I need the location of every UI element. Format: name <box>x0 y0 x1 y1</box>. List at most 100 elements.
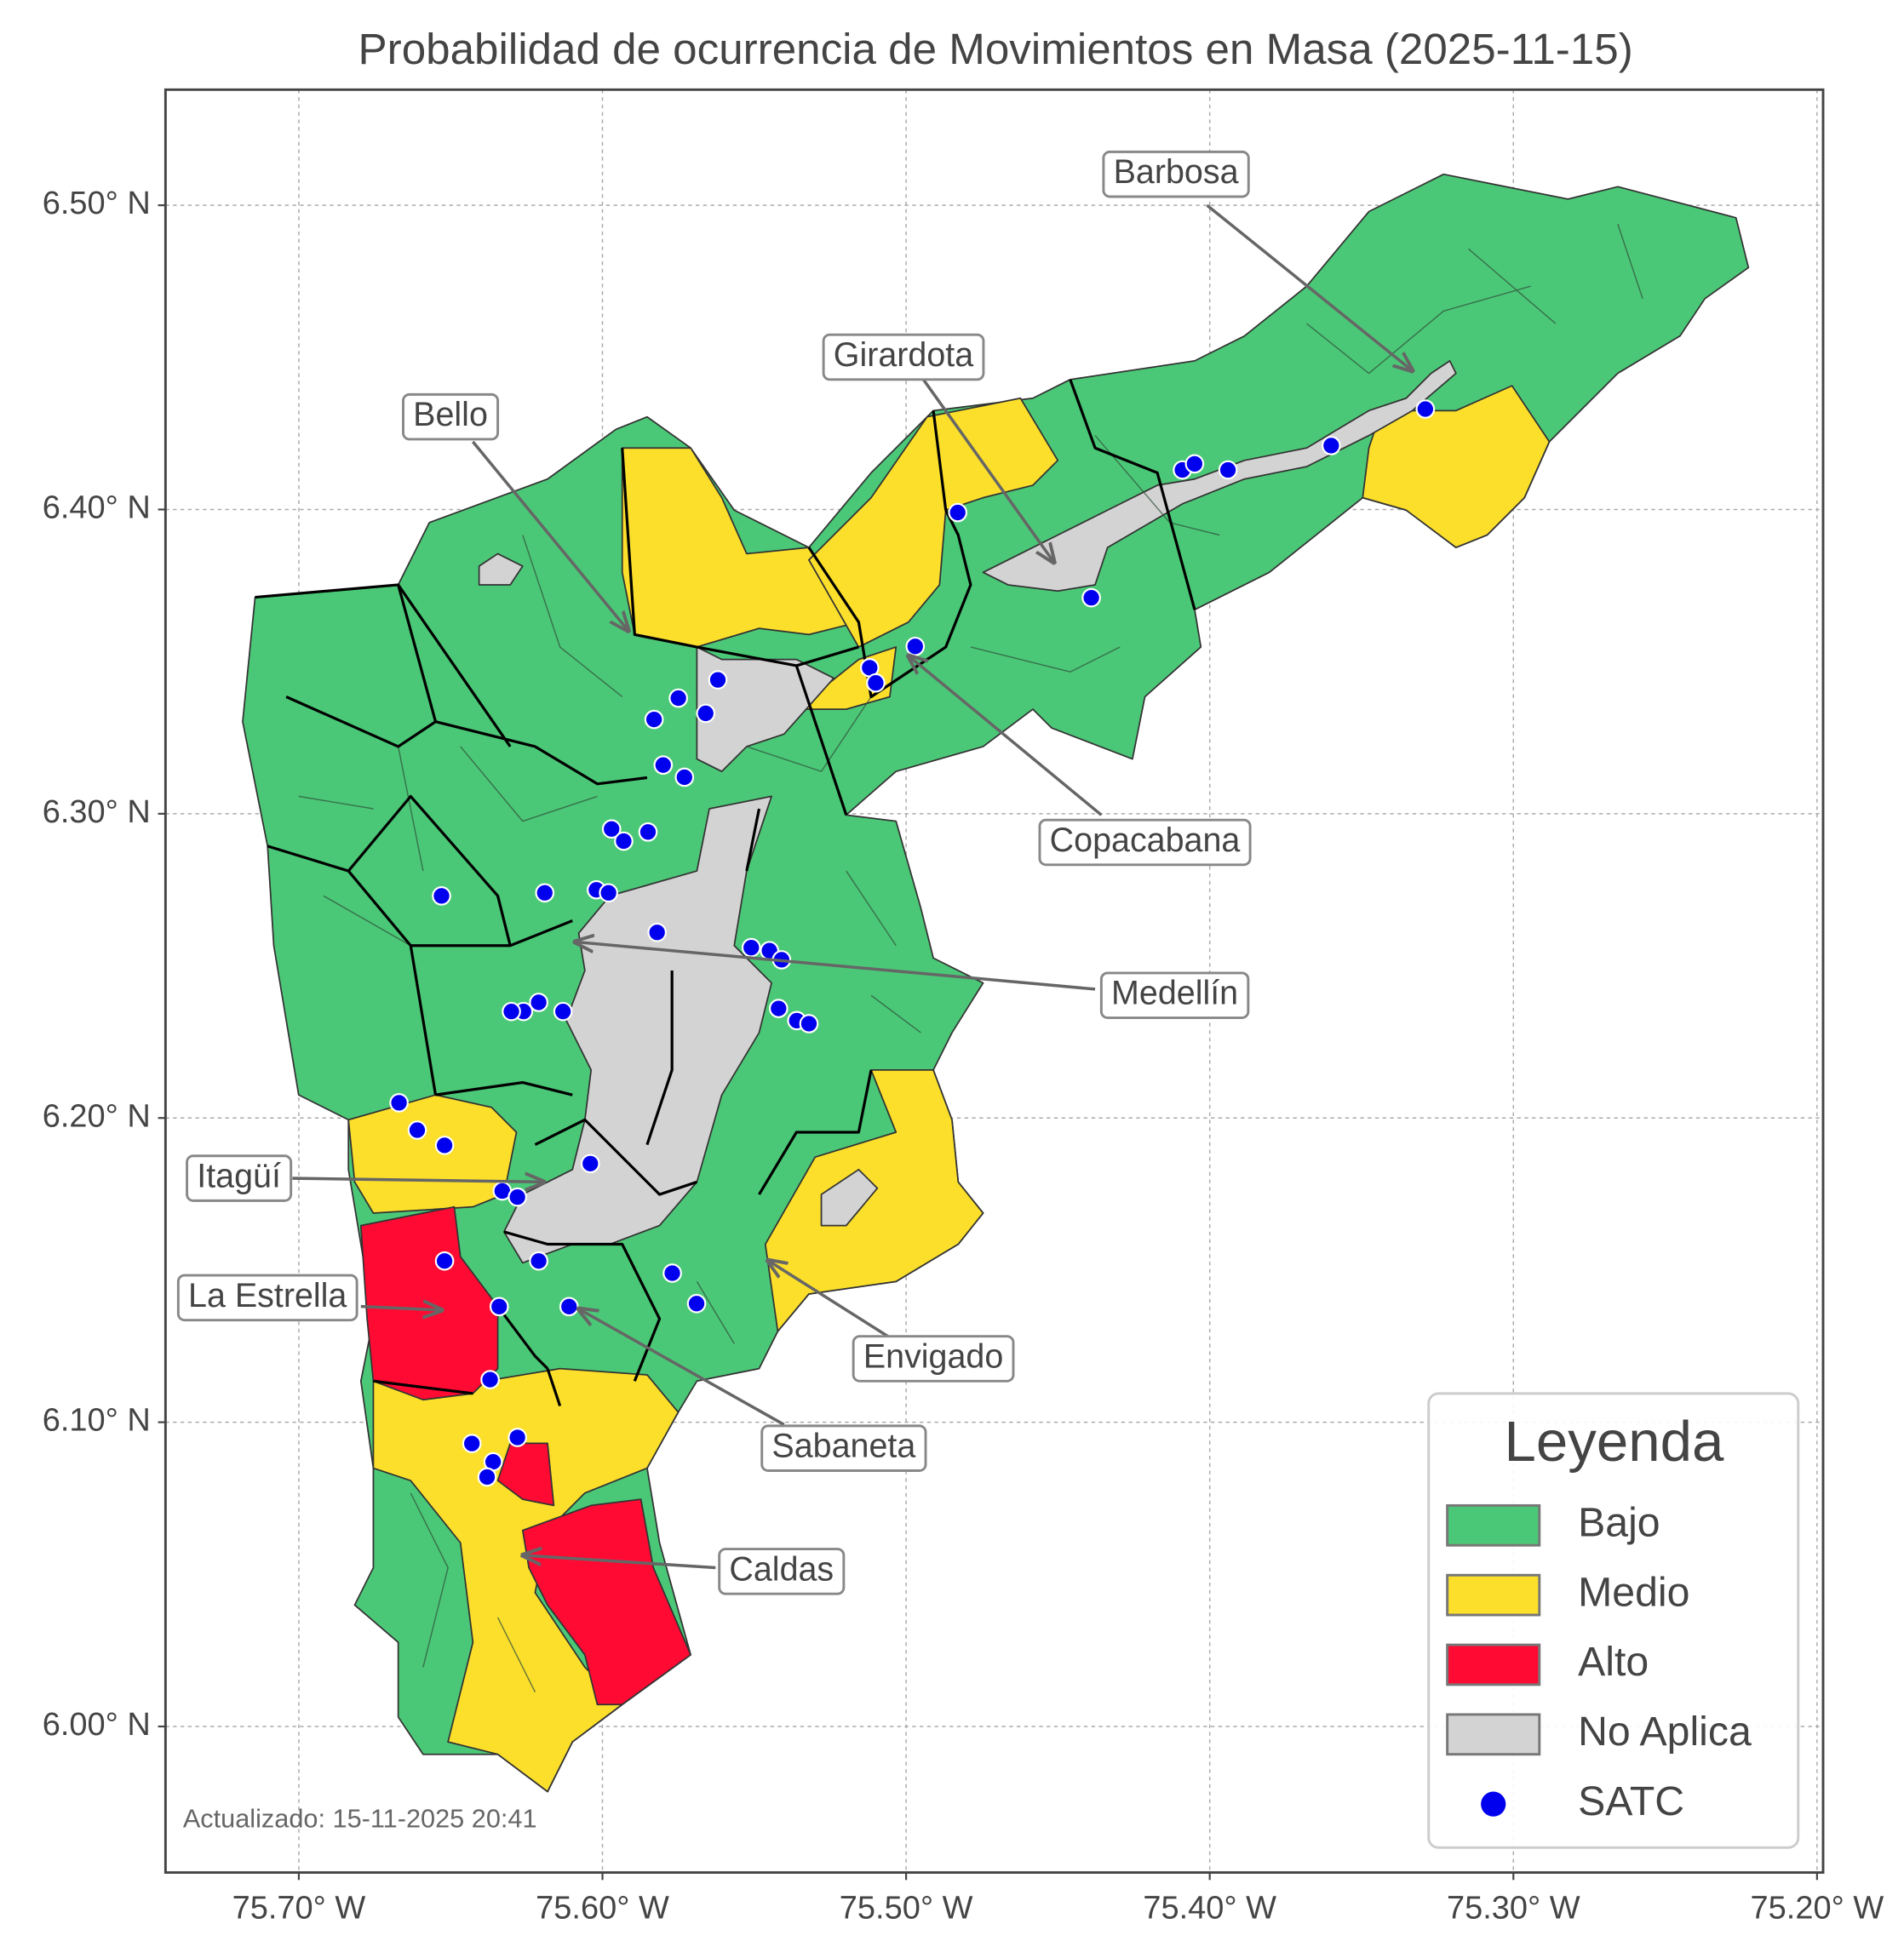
x-tick-label: 75.70° W <box>232 1890 366 1926</box>
place-label-arrow <box>575 942 1096 991</box>
satc-point <box>1184 454 1205 474</box>
satc-point <box>668 688 688 708</box>
x-tick-label: 75.50° W <box>840 1890 973 1926</box>
satc-point <box>529 1251 548 1271</box>
place-label-arrow <box>360 1307 442 1310</box>
place-label-arrow <box>292 1178 543 1182</box>
place-label: Envigado <box>768 1261 1015 1383</box>
satc-point <box>553 1001 573 1022</box>
satc-point <box>1415 399 1436 419</box>
x-tick-label: 75.60° W <box>536 1890 669 1926</box>
place-label-arrow <box>471 440 628 631</box>
place-label-text: Caldas <box>729 1550 834 1588</box>
footnote: Actualizado: 15-11-2025 20:41 <box>183 1803 537 1833</box>
satc-point <box>502 1001 521 1022</box>
place-label-box <box>186 1154 293 1202</box>
legend-marker <box>1481 1791 1506 1817</box>
x-tick-label: 75.20° W <box>1751 1890 1884 1926</box>
legend-label: Alto <box>1578 1639 1649 1685</box>
satc-point <box>948 502 968 523</box>
place-label: Sabaneta <box>579 1309 927 1472</box>
place-label-text: Girardota <box>834 336 973 374</box>
place-label-box <box>852 1335 1015 1383</box>
y-tick-label: 6.10° N <box>43 1403 151 1439</box>
place-label-box <box>822 333 985 381</box>
place-label-box <box>402 392 500 441</box>
satc-point <box>462 1434 482 1453</box>
satc-point <box>644 709 664 730</box>
y-tick-label: 6.50° N <box>43 186 151 221</box>
place-label-box <box>176 1274 358 1322</box>
region-medio <box>808 397 1059 648</box>
place-label-box <box>1038 818 1252 867</box>
place-label: Bello <box>402 392 628 631</box>
place-label-arrow <box>523 1555 716 1570</box>
satc-point <box>580 1154 600 1174</box>
satc-point <box>686 1293 707 1314</box>
legend-label: Medio <box>1578 1569 1689 1615</box>
place-label-arrow <box>1206 203 1413 370</box>
legend-label: No Aplica <box>1578 1709 1752 1755</box>
satc-point <box>638 822 658 842</box>
regions <box>242 173 1750 1793</box>
place-label: Girardota <box>822 333 1054 563</box>
place-label-arrow <box>921 378 1053 563</box>
satc-points <box>389 399 1436 1487</box>
municipal-borders <box>255 379 1196 1407</box>
map-frame <box>163 88 1825 1875</box>
x-tick-label: 75.30° W <box>1447 1890 1580 1926</box>
satc-point <box>741 937 761 958</box>
legend-swatch <box>1446 1713 1541 1756</box>
place-label: Medellín <box>575 942 1250 1019</box>
place-label-text: Medellín <box>1111 975 1238 1012</box>
satc-point <box>1081 587 1101 608</box>
place-label-text: Copacabana <box>1050 822 1241 859</box>
place-label-box <box>760 1424 927 1472</box>
place-label-box <box>718 1548 846 1595</box>
place-label: Copacabana <box>909 656 1252 867</box>
place-label-box <box>1099 971 1250 1019</box>
y-tick-label: 6.20° N <box>43 1098 151 1134</box>
satc-point <box>434 1251 455 1271</box>
region-medio <box>764 1069 984 1332</box>
map-title: Probabilidad de ocurrencia de Movimiento… <box>358 25 1633 73</box>
satc-point <box>1218 460 1238 480</box>
region-no-aplica <box>478 553 524 586</box>
legend-label: Bajo <box>1578 1500 1660 1546</box>
satc-point <box>480 1370 500 1389</box>
satc-point <box>708 670 728 690</box>
place-label-arrow <box>909 656 1103 816</box>
y-tick-label: 6.40° N <box>43 490 151 526</box>
satc-point <box>614 831 634 851</box>
satc-point <box>866 673 886 693</box>
region-no-aplica <box>982 360 1457 593</box>
satc-point <box>477 1467 497 1487</box>
place-label-text: Barbosa <box>1114 153 1239 191</box>
satc-point <box>674 767 695 787</box>
place-label-text: Itagüí <box>197 1157 281 1194</box>
y-tick-label: 6.30° N <box>43 794 151 830</box>
legend-swatch <box>1446 1573 1541 1617</box>
legend-label: SATC <box>1578 1778 1684 1824</box>
place-label-text: Sabaneta <box>771 1428 915 1465</box>
satc-point <box>662 1263 682 1283</box>
satc-point <box>508 1428 527 1447</box>
place-label-text: Envigado <box>863 1337 1003 1375</box>
satc-point <box>508 1187 527 1207</box>
ticks: 75.70° W 75.60° W 75.50° W 75.40° W 75.30° W… <box>43 186 1884 1926</box>
satc-point <box>769 999 789 1018</box>
satc-point <box>905 636 926 656</box>
satc-point <box>647 922 668 942</box>
region-medio <box>347 1094 518 1214</box>
satc-point <box>535 883 555 903</box>
place-label: Itagüí <box>186 1154 544 1202</box>
satc-point <box>599 883 618 903</box>
place-labels: Barbosa Girardota Bello Copacabana Medel… <box>176 150 1413 1595</box>
place-label: Barbosa <box>1102 150 1413 370</box>
satc-point <box>432 886 451 906</box>
legend: Leyenda Bajo Medio Alto No Aplica SATC <box>1427 1392 1800 1849</box>
legend-title: Leyenda <box>1505 1410 1725 1474</box>
region-alto <box>496 1442 555 1507</box>
region-no-aplica <box>820 1168 879 1227</box>
